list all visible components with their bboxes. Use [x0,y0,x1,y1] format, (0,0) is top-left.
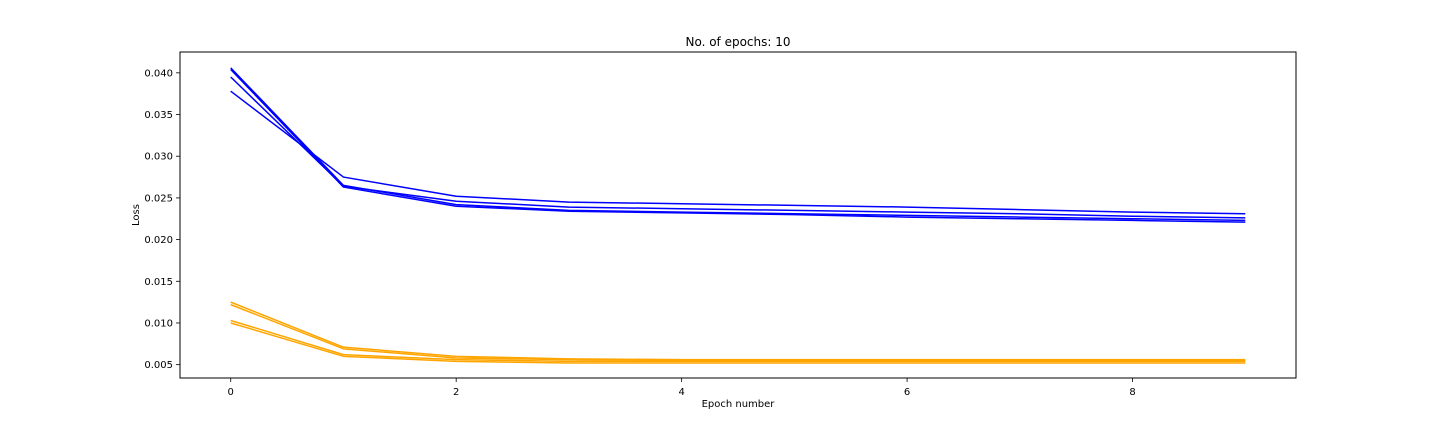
y-tick-label: 0.005 [144,360,173,371]
x-tick-label: 4 [678,387,684,398]
x-tick-label: 0 [228,387,234,398]
x-tick-label: 8 [1129,387,1135,398]
y-tick-label: 0.015 [144,277,173,288]
series-line-2 [230,68,1246,223]
series-line-5 [230,301,1246,361]
chart-title: No. of epochs: 10 [685,35,790,49]
y-tick-label: 0.020 [144,235,173,246]
y-tick-label: 0.010 [144,318,173,329]
x-axis: 0 2 4 6 8 [228,378,1136,398]
x-tick-label: 2 [453,387,459,398]
x-axis-label: Epoch number [702,399,776,410]
plot-frame [179,51,1297,379]
series-line-4 [230,90,1246,215]
series-line-7 [230,319,1246,363]
x-tick-label: 6 [904,387,910,398]
series-group [230,67,1246,364]
y-tick-label: 0.040 [144,68,173,79]
y-axis-label: Loss [131,204,142,226]
y-tick-label: 0.030 [144,152,173,163]
series-line-6 [230,303,1246,362]
series-line-8 [230,322,1246,364]
y-tick-label: 0.025 [144,193,173,204]
y-tick-label: 0.035 [144,110,173,121]
series-line-3 [230,76,1246,219]
y-axis: 0.005 0.010 0.015 0.020 0.025 0.030 0.035 0.040 [144,68,180,371]
series-line-1 [230,67,1246,222]
